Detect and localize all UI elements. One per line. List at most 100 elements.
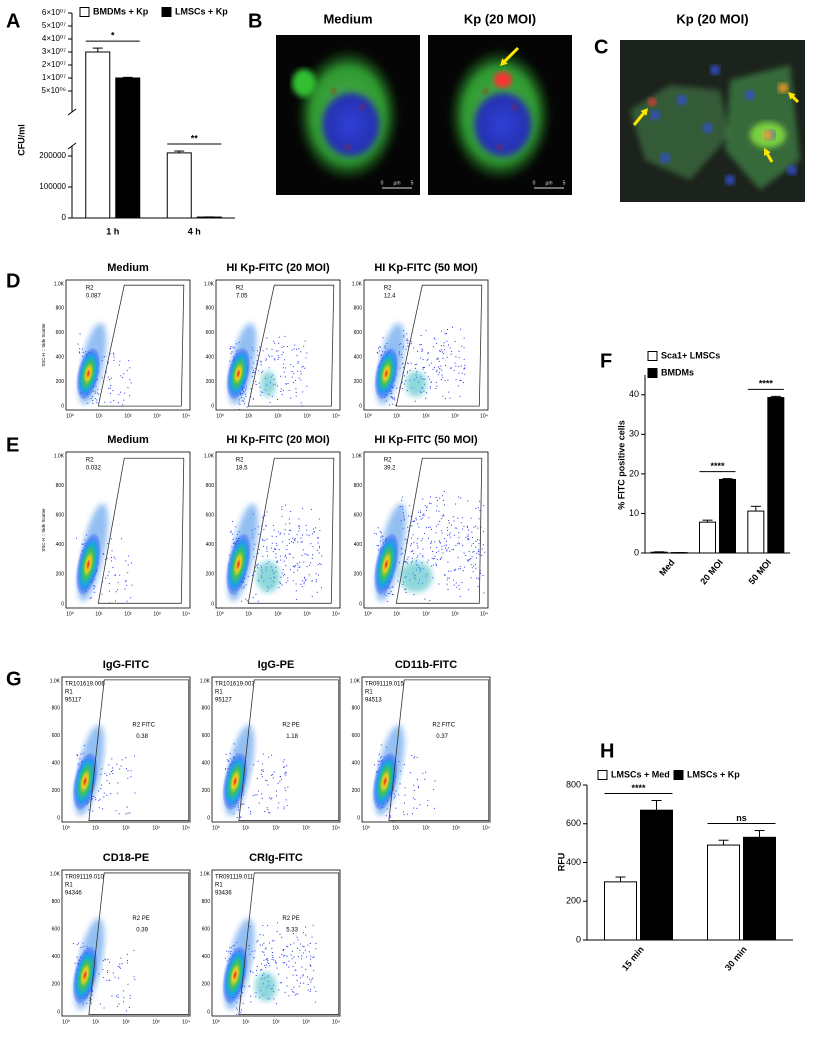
event-dot bbox=[394, 795, 396, 797]
event-dot bbox=[448, 522, 450, 524]
event-dot bbox=[413, 553, 415, 555]
event-dot bbox=[427, 537, 429, 539]
event-dot bbox=[99, 798, 101, 800]
event-dot bbox=[410, 543, 412, 545]
event-dot bbox=[296, 979, 298, 981]
y-tick-label: 2×10⁰⁷ bbox=[42, 60, 66, 69]
event-dot bbox=[266, 337, 268, 339]
event-dot bbox=[317, 549, 319, 551]
x-tick-label: 10⁴ bbox=[332, 1019, 340, 1025]
event-dot bbox=[422, 498, 424, 500]
gate-name: R2 bbox=[384, 286, 392, 292]
x-tick-label: 10² bbox=[122, 1019, 130, 1025]
event-dot bbox=[117, 1005, 119, 1007]
event-dot bbox=[302, 549, 304, 551]
event-dot bbox=[419, 510, 421, 512]
event-dot bbox=[279, 956, 281, 958]
event-dot bbox=[113, 352, 115, 354]
event-dot bbox=[308, 951, 310, 953]
event-dot bbox=[285, 367, 287, 369]
event-dot bbox=[266, 511, 268, 513]
event-dot bbox=[441, 532, 443, 534]
event-dot bbox=[121, 377, 123, 379]
event-dot bbox=[288, 529, 290, 531]
event-dot bbox=[276, 795, 278, 797]
y-tick-label: 0 bbox=[357, 815, 360, 821]
event-dot bbox=[271, 797, 273, 799]
event-dot bbox=[306, 529, 308, 531]
event-dot bbox=[281, 572, 283, 574]
event-dot bbox=[110, 377, 112, 379]
event-dot bbox=[284, 787, 286, 789]
y-tick-label: 1.0K bbox=[350, 678, 361, 684]
y-tick-label: 800 bbox=[52, 706, 61, 712]
x-tick-label: 10² bbox=[422, 611, 430, 617]
event-dot bbox=[447, 588, 449, 590]
event-dot bbox=[285, 964, 287, 966]
event-dot bbox=[252, 398, 254, 400]
event-dot bbox=[436, 385, 438, 387]
event-dot bbox=[261, 969, 263, 971]
event-dot bbox=[297, 362, 299, 364]
y-tick-label: 0 bbox=[61, 403, 64, 409]
event-dot bbox=[482, 531, 484, 533]
event-dot bbox=[467, 529, 469, 531]
event-dot bbox=[280, 532, 282, 534]
event-dot bbox=[428, 517, 430, 519]
event-dot bbox=[458, 357, 460, 359]
event-dot bbox=[467, 535, 469, 537]
event-dot bbox=[276, 967, 278, 969]
x-tick-label: 10³ bbox=[302, 1019, 310, 1025]
event-dot bbox=[412, 534, 414, 536]
event-dot bbox=[109, 353, 111, 355]
event-dot bbox=[101, 377, 103, 379]
event-dot bbox=[120, 765, 122, 767]
event-dot bbox=[318, 537, 320, 539]
event-dot bbox=[303, 946, 305, 948]
event-dot bbox=[105, 371, 107, 373]
event-dot bbox=[478, 551, 480, 553]
event-dot bbox=[446, 340, 448, 342]
event-dot bbox=[119, 574, 121, 576]
y-tick-label: 200 bbox=[52, 982, 61, 988]
event-dot bbox=[122, 404, 124, 406]
event-dot bbox=[274, 962, 276, 964]
event-dot bbox=[121, 538, 123, 540]
event-dot bbox=[312, 977, 314, 979]
x-tick-label: 1 h bbox=[106, 226, 119, 236]
file-id: TR091119.015 bbox=[365, 682, 404, 688]
gate-name: R2 PE bbox=[282, 916, 299, 922]
event-dot bbox=[309, 991, 311, 993]
event-dot bbox=[109, 961, 111, 963]
event-dot bbox=[402, 388, 404, 390]
event-dot bbox=[405, 348, 407, 350]
event-dot bbox=[311, 936, 313, 938]
gate-name: R2 PE bbox=[132, 916, 149, 922]
event-dot bbox=[112, 972, 114, 974]
x-tick-label: 10³ bbox=[153, 413, 161, 419]
event-dot bbox=[252, 971, 254, 973]
event-dot bbox=[123, 399, 125, 401]
event-dot bbox=[95, 390, 97, 392]
event-dot bbox=[278, 342, 280, 344]
event-dot bbox=[307, 944, 309, 946]
x-tick-label: 10¹ bbox=[242, 1019, 250, 1025]
event-dot bbox=[438, 361, 440, 363]
nucleus bbox=[677, 95, 687, 105]
event-dot bbox=[450, 524, 452, 526]
event-dot bbox=[231, 946, 233, 948]
event-dot bbox=[300, 583, 302, 585]
event-dot bbox=[253, 372, 255, 374]
region-name: R1 bbox=[215, 883, 223, 889]
event-dot bbox=[92, 399, 94, 401]
event-dot bbox=[94, 398, 96, 400]
legend-swatch bbox=[597, 770, 608, 780]
red-signal bbox=[359, 104, 366, 110]
event-dot bbox=[261, 763, 263, 765]
event-dot bbox=[463, 552, 465, 554]
event-dot bbox=[262, 925, 264, 927]
event-dot bbox=[295, 598, 297, 600]
event-dot bbox=[256, 794, 258, 796]
event-dot bbox=[305, 926, 307, 928]
gate bbox=[395, 284, 483, 407]
